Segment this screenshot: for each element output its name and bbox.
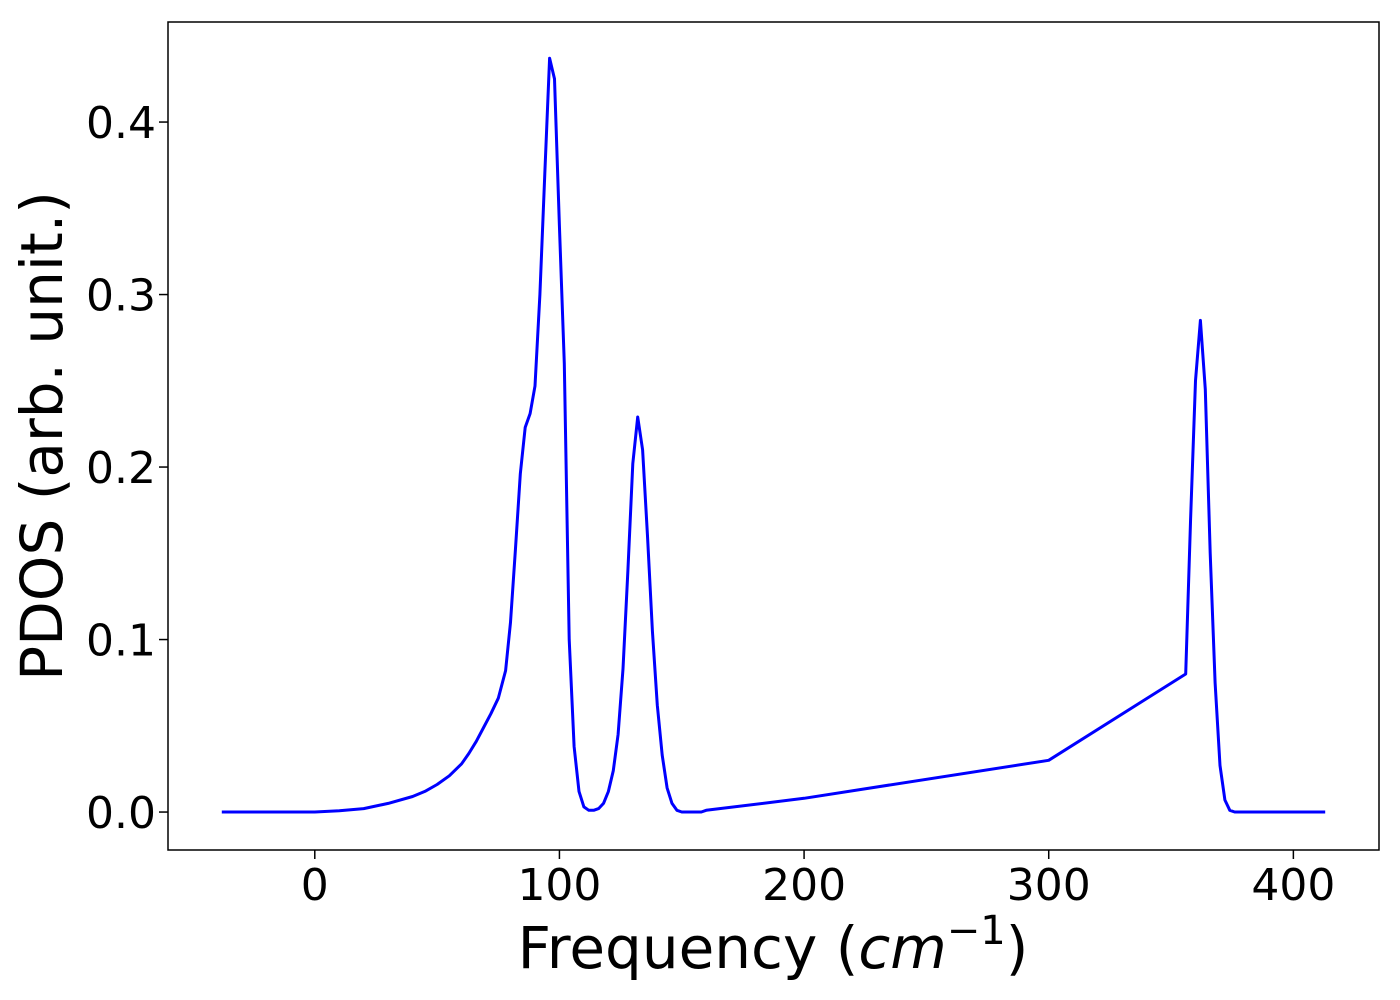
x-tick-label: 100 bbox=[517, 860, 601, 911]
y-tick-label: 0.3 bbox=[86, 271, 156, 322]
x-tick-label: 300 bbox=[1007, 860, 1091, 911]
plot-frame bbox=[167, 21, 1380, 851]
x-tick-label: 200 bbox=[762, 860, 846, 911]
y-axis-ticks: 0.0 0.1 0.2 0.3 0.4 bbox=[86, 98, 168, 839]
y-tick-label: 0.0 bbox=[86, 788, 156, 839]
x-tick-label: 0 bbox=[301, 860, 329, 911]
x-axis-ticks: 0 100 200 300 400 bbox=[301, 850, 1335, 911]
y-tick-label: 0.1 bbox=[86, 616, 156, 667]
x-axis-label: Frequency (cm−1) bbox=[518, 908, 1029, 982]
y-axis-label: PDOS (arb. unit.) bbox=[8, 191, 76, 681]
pdos-series-line bbox=[221, 56, 1326, 814]
y-tick-label: 0.2 bbox=[86, 443, 156, 494]
x-tick-label: 400 bbox=[1251, 860, 1335, 911]
y-tick-label: 0.4 bbox=[86, 98, 156, 149]
